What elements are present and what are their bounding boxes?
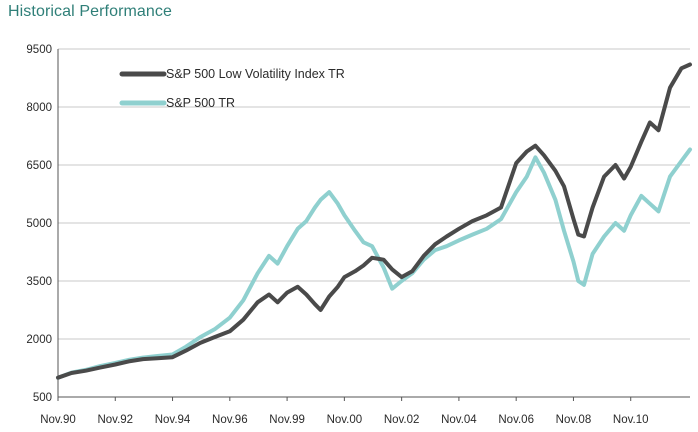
x-tick-label: Nov.00 [327, 414, 363, 426]
axes [57, 49, 690, 398]
y-axis-ticks: 500 2000 3500 5000 6500 8000 9500 [26, 44, 52, 404]
y-tick-label: 2000 [26, 334, 52, 346]
x-tick-label: Nov.90 [40, 414, 76, 426]
legend-label: S&P 500 TR [166, 96, 235, 110]
x-tick-label: Nov.02 [384, 414, 420, 426]
x-tick-label: Nov.96 [212, 414, 248, 426]
y-tick-label: 8000 [26, 102, 52, 114]
series-line [56, 62, 692, 380]
y-tick-label: 6500 [26, 160, 52, 172]
legend: S&P 500 Low Volatility Index TR S&P 500 T… [119, 67, 345, 110]
x-tick-label: Nov.92 [97, 414, 133, 426]
x-tick-label: Nov.08 [556, 414, 592, 426]
x-tick-label: Nov.04 [441, 414, 477, 426]
legend-label: S&P 500 Low Volatility Index TR [166, 67, 345, 81]
x-tick-label: Nov.99 [269, 414, 305, 426]
y-tick-label: 3500 [26, 276, 52, 288]
y-tick-label: 500 [33, 392, 52, 404]
chart-title: Historical Performance [8, 3, 173, 20]
series-line [56, 147, 692, 380]
series-lines [56, 62, 692, 380]
grid-lines [58, 48, 690, 340]
x-tick-label: Nov.10 [613, 414, 649, 426]
y-tick-label: 5000 [26, 218, 52, 230]
x-tick-label: Nov.06 [498, 414, 534, 426]
y-tick-label: 9500 [26, 44, 52, 56]
x-axis-ticks: Nov.90 Nov.92 Nov.94 Nov.96 Nov.99 Nov.00 Nov.… [40, 397, 649, 426]
x-tick-label: Nov.94 [155, 414, 191, 426]
